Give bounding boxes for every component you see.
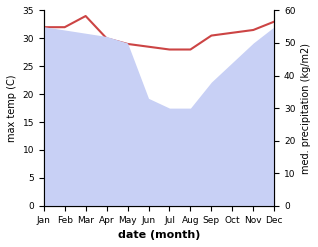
Y-axis label: max temp (C): max temp (C) <box>7 74 17 142</box>
X-axis label: date (month): date (month) <box>118 230 200 240</box>
Y-axis label: med. precipitation (kg/m2): med. precipitation (kg/m2) <box>301 43 311 174</box>
